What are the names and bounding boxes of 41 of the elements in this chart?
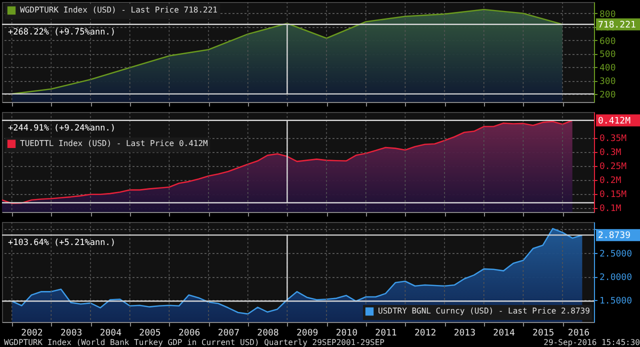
y-tick-label: 2.0000 xyxy=(600,273,632,283)
x-tick-label: 2012 xyxy=(414,328,436,338)
legend-label: USDTRY BGNL Curncy (USD) - Last Price 2.8739 xyxy=(378,306,590,316)
annotation: +244.91% (+9.24%ann.) xyxy=(8,123,116,134)
x-tick-label: 2009 xyxy=(296,328,318,338)
x-tick-label: 2016 xyxy=(568,328,590,338)
y-tick-label: 2.5000 xyxy=(600,249,632,260)
y-tick-label: 0.2M xyxy=(600,176,622,186)
y-tick-label: 0.1M xyxy=(600,204,622,214)
legend-label: WGDPTURK Index (USD) - Last Price 718.221 xyxy=(20,6,218,14)
text: WGDPTURK Index (World Bank Turkey GDP in Current USD) Quarterly 29SEP2001-29SEP xyxy=(4,338,385,347)
y-tick-label: 0.25M xyxy=(600,162,628,172)
y-tick-label: 200 xyxy=(600,90,616,100)
x-tick-label: 2006 xyxy=(178,328,200,338)
x-tick-label: 2007 xyxy=(218,328,240,338)
y-tick-label: 0.3M xyxy=(600,148,622,158)
x-tick-label: 2004 xyxy=(100,328,122,338)
x-tick-label: 2010 xyxy=(336,328,358,338)
x-tick-label: 2005 xyxy=(139,328,161,338)
legend-label: TUEDTTL Index (USD) - Last Price 0.412M xyxy=(20,138,208,148)
text: 29-Sep-2016 15:45:30 xyxy=(544,338,640,347)
x-tick-label: 2003 xyxy=(60,328,82,338)
y-tick-label: 600 xyxy=(600,36,616,47)
x-tick-label: 2008 xyxy=(257,328,279,338)
ref-line-label: 0.412M xyxy=(598,116,632,126)
x-tick-label: 2013 xyxy=(454,328,476,338)
y-tick-label: 1.5000 xyxy=(600,296,632,307)
y-tick-label: 800 xyxy=(600,10,616,20)
ref-line-label: 2.8739 xyxy=(598,231,631,242)
x-tick-label: 2015 xyxy=(532,328,554,338)
annotation: +268.22% (+9.75%ann.) xyxy=(8,27,116,38)
ref-line-label: 718.221 xyxy=(598,20,636,30)
y-tick-label: 400 xyxy=(600,64,616,74)
x-tick-label: 2014 xyxy=(493,328,515,338)
annotation: +103.64% (+5.21%ann.) xyxy=(8,238,116,248)
y-tick-label: 500 xyxy=(600,50,616,60)
x-tick-label: 2002 xyxy=(21,328,43,338)
x-tick-label: 2011 xyxy=(375,328,397,338)
y-tick-label: 300 xyxy=(600,77,616,88)
y-tick-label: 0.35M xyxy=(600,134,628,144)
y-tick-label: 0.15M xyxy=(600,190,628,200)
